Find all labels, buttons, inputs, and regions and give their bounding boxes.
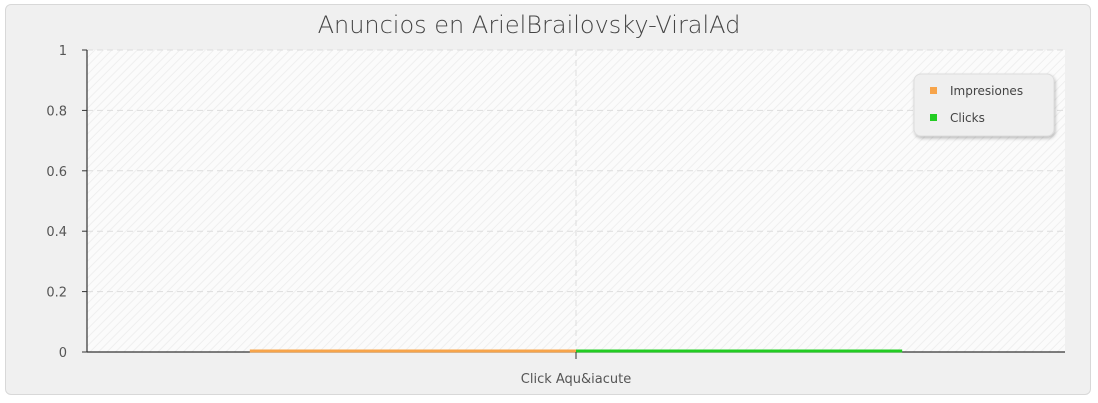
legend-label: Impresiones [950,84,1023,98]
x-tick-label: Click Aqu&iacute [521,372,631,387]
y-tick-label: 0.6 [46,165,67,180]
legend-swatch [930,114,937,121]
legend-swatch [930,87,937,94]
y-tick-label: 1 [59,44,67,59]
grid-lines [87,49,1065,352]
x-ticks: Click Aqu&iacute [521,352,631,387]
y-tick-label: 0.2 [46,286,67,301]
y-tick-label: 0.8 [46,104,67,119]
y-ticks: 0 0.2 0.4 0.6 0.8 1 [46,44,87,361]
legend[interactable]: Impresiones Clicks [913,73,1055,137]
y-tick-label: 0.4 [46,225,67,240]
legend-box [913,73,1055,137]
legend-label: Clicks [950,111,985,125]
chart-title: Anuncios en ArielBrailovsky-ViralAd [318,11,741,39]
legend-items: Impresiones Clicks [930,84,1023,125]
y-tick-label: 0 [59,346,67,361]
